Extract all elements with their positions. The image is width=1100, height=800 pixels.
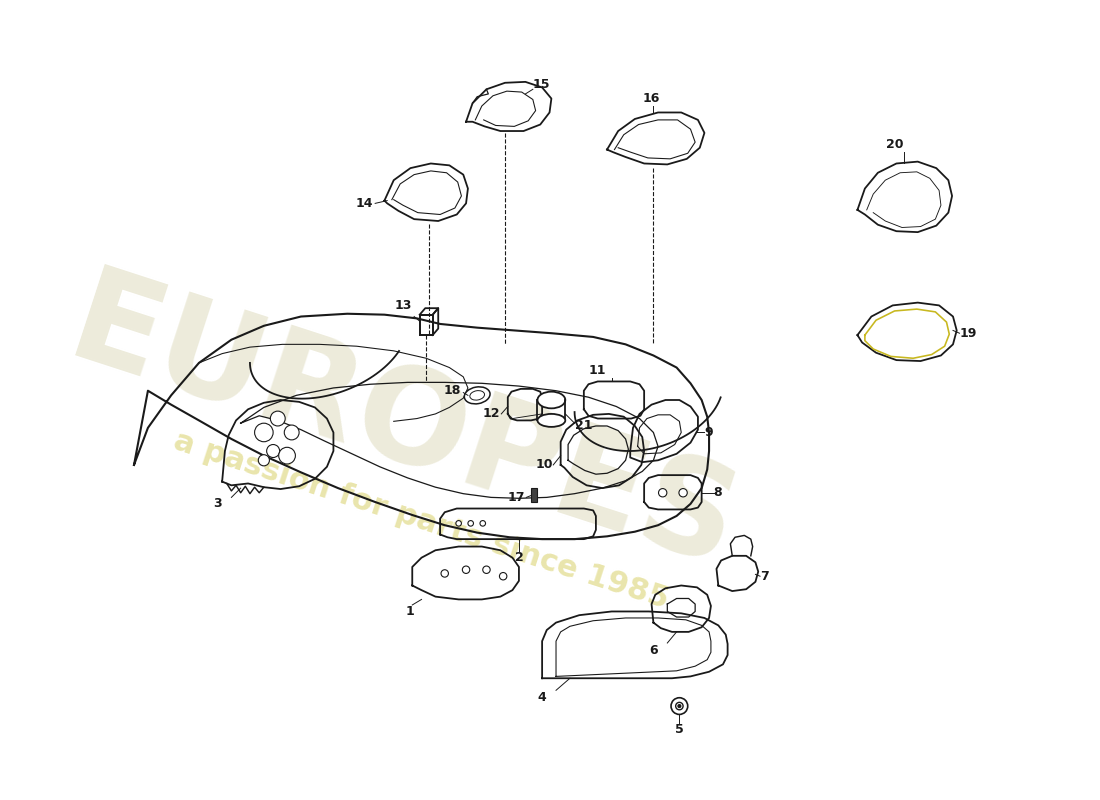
Text: 1: 1 xyxy=(406,605,415,618)
Text: 21: 21 xyxy=(574,419,592,433)
Text: EUROPES: EUROPES xyxy=(54,260,752,595)
Text: 2: 2 xyxy=(515,551,524,564)
Circle shape xyxy=(254,423,273,442)
Text: 3: 3 xyxy=(213,498,222,510)
Text: 10: 10 xyxy=(536,458,553,471)
Text: 20: 20 xyxy=(886,138,903,151)
Circle shape xyxy=(659,489,667,497)
Circle shape xyxy=(678,705,681,707)
Circle shape xyxy=(258,454,270,466)
Ellipse shape xyxy=(538,414,565,427)
Text: 19: 19 xyxy=(959,326,977,340)
Circle shape xyxy=(499,573,507,580)
Circle shape xyxy=(671,698,688,714)
Circle shape xyxy=(455,521,461,526)
Text: a passion for parts since 1985: a passion for parts since 1985 xyxy=(170,426,673,614)
Ellipse shape xyxy=(470,390,484,400)
Text: 4: 4 xyxy=(538,691,547,704)
Text: 7: 7 xyxy=(760,570,769,582)
Circle shape xyxy=(675,702,683,710)
Circle shape xyxy=(480,521,485,526)
Circle shape xyxy=(266,445,279,458)
Circle shape xyxy=(284,425,299,440)
Text: 17: 17 xyxy=(508,491,526,504)
Circle shape xyxy=(679,489,688,497)
Circle shape xyxy=(271,411,285,426)
Text: 13: 13 xyxy=(395,299,412,312)
Text: 11: 11 xyxy=(588,364,606,377)
Circle shape xyxy=(278,447,296,464)
Ellipse shape xyxy=(464,387,491,404)
Text: 6: 6 xyxy=(649,644,658,657)
Circle shape xyxy=(468,521,473,526)
Ellipse shape xyxy=(538,392,565,408)
Circle shape xyxy=(462,566,470,574)
Text: 16: 16 xyxy=(642,92,660,105)
Circle shape xyxy=(441,570,449,577)
Text: 14: 14 xyxy=(355,197,373,210)
Circle shape xyxy=(483,566,491,574)
Text: 18: 18 xyxy=(444,384,461,398)
Text: 15: 15 xyxy=(532,78,550,91)
Polygon shape xyxy=(531,488,537,502)
Text: 12: 12 xyxy=(483,407,500,421)
Text: 5: 5 xyxy=(675,722,684,736)
Text: 8: 8 xyxy=(714,486,723,499)
Text: 9: 9 xyxy=(704,426,713,439)
